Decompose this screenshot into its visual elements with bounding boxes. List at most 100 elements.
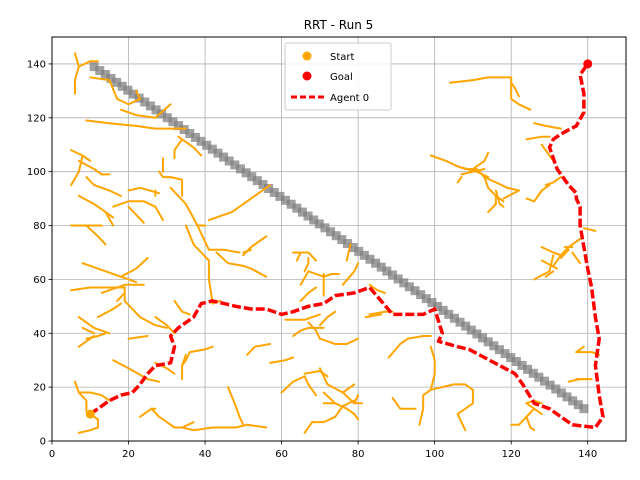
tree-branch	[89, 413, 99, 429]
tree-branch	[525, 415, 536, 432]
obstacle-cell	[269, 187, 279, 197]
axes-frame	[51, 36, 627, 442]
obstacle-cell	[387, 270, 397, 280]
tree-branch	[525, 184, 551, 203]
tree-branch	[181, 345, 214, 367]
obstacle-cell	[466, 325, 476, 335]
tree-branch	[181, 423, 268, 432]
obstacle-cell	[264, 184, 274, 194]
obstacle-cell	[292, 203, 302, 213]
obstacle-cell	[100, 69, 110, 79]
tree-branch	[322, 391, 360, 421]
rrt-tree	[70, 52, 601, 434]
obstacle-cell	[174, 121, 184, 131]
obstacle-cell	[421, 294, 431, 304]
tree-branch	[85, 176, 122, 197]
obstacle-cell	[551, 384, 561, 394]
tree-branch	[487, 194, 497, 214]
obstacle-cell	[472, 329, 482, 339]
tree-branch	[112, 359, 149, 381]
y-tick-label: 40	[33, 329, 46, 340]
tree-branch	[334, 399, 356, 418]
obstacle-cell	[556, 388, 566, 398]
tree-branch	[150, 407, 168, 424]
tree-branch	[544, 270, 555, 278]
x-axis: 0 20 40 60 80 100 120 140	[49, 441, 597, 460]
tree-branch	[74, 380, 103, 397]
tree-branch	[510, 76, 532, 111]
tree-branch	[85, 332, 107, 340]
tree-branch	[81, 262, 122, 278]
obstacle-cell	[359, 250, 369, 260]
tree-branch	[387, 335, 425, 359]
tree-branch	[510, 407, 536, 426]
obstacle-cell	[500, 349, 510, 359]
obstacle-cell	[95, 66, 105, 76]
tree-branch	[77, 391, 88, 413]
chart-title: RRT - Run 5	[304, 18, 374, 32]
obstacle-cell	[573, 400, 583, 410]
obstacle-cell	[545, 380, 555, 390]
obstacle-cell	[393, 274, 403, 284]
obstacle-cell	[275, 191, 285, 201]
tree-branch	[207, 248, 241, 254]
x-tick-label: 80	[352, 449, 365, 460]
tree-branch	[391, 396, 417, 410]
obstacle-cell	[489, 341, 499, 351]
obstacle-cell	[314, 219, 324, 229]
obstacle-cell	[297, 207, 307, 217]
goal-marker	[583, 59, 593, 69]
obstacle-cell	[523, 364, 533, 374]
obstacle-cell	[478, 333, 488, 343]
legend-goal-marker	[302, 71, 312, 81]
tree-branch	[184, 224, 214, 305]
tree-branch	[429, 345, 436, 391]
tree-branch	[169, 186, 207, 227]
obstacle-cell	[207, 144, 217, 154]
tree-branch	[77, 159, 103, 176]
tree-branch	[540, 143, 555, 162]
tree-branch	[341, 383, 356, 394]
obstacle-cell	[506, 353, 516, 363]
y-tick-label: 120	[27, 113, 46, 124]
tree-branch	[525, 135, 551, 141]
tree-branch	[303, 415, 337, 434]
tree-branch	[345, 243, 352, 262]
obstacle-cell	[145, 101, 155, 111]
tree-branch	[165, 421, 195, 429]
obstacle-cell	[202, 140, 212, 150]
obstacle-cell	[433, 301, 443, 311]
tree-branch	[135, 89, 141, 100]
legend-start-marker	[302, 51, 312, 61]
legend: Start Goal Agent 0	[284, 42, 392, 111]
obstacle-cell	[129, 89, 139, 99]
tree-branch	[582, 227, 597, 232]
obstacle-cell	[444, 309, 454, 319]
tree-branch	[119, 103, 172, 119]
obstacle-cell	[371, 258, 381, 268]
obstacle-cell	[112, 77, 122, 87]
tree-branch	[559, 246, 570, 257]
tree-branch	[318, 310, 337, 327]
obstacle-cell	[252, 176, 262, 186]
tree-branch	[483, 176, 520, 192]
tree-branch	[74, 52, 99, 68]
tree-branch	[303, 375, 317, 397]
y-axis: 0 20 40 60 80 100 120 140	[27, 59, 52, 448]
tree-branch	[215, 251, 245, 267]
tree-branch	[307, 321, 321, 340]
tree-branch	[116, 291, 126, 302]
y-tick-label: 80	[33, 221, 46, 232]
tree-branch	[341, 262, 360, 286]
tree-branch	[70, 286, 126, 292]
x-tick-label: 140	[578, 449, 597, 460]
tree-branch	[292, 326, 325, 337]
tree-branch	[142, 200, 164, 222]
tree-branch	[169, 176, 184, 197]
tree-branch	[318, 367, 344, 394]
tree-branch	[540, 246, 562, 257]
obstacle-cell	[365, 254, 375, 264]
tree-branch	[119, 275, 138, 284]
obstacle-cell	[455, 317, 465, 327]
obstacle-cell	[247, 172, 257, 182]
